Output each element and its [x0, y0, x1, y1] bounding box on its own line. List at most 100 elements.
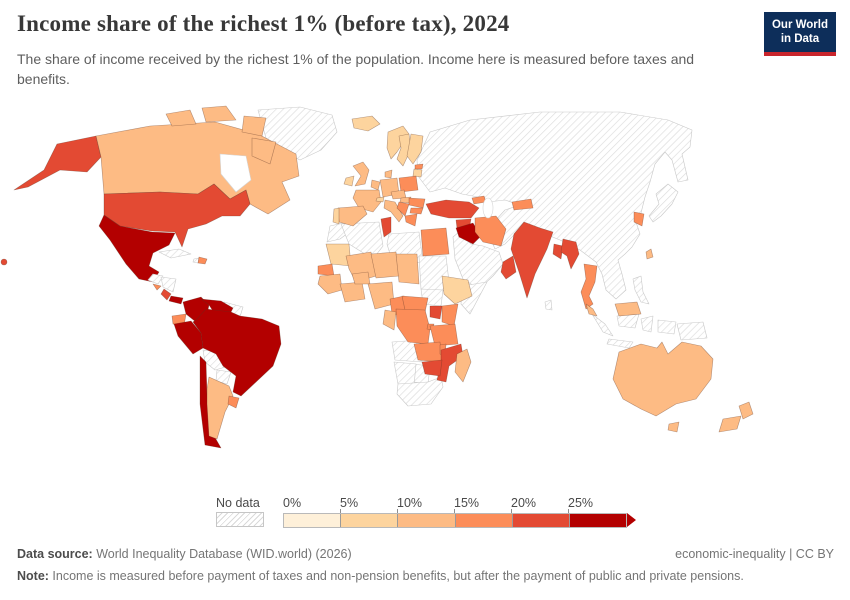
country-iran[interactable] — [474, 215, 507, 247]
country-tanzania[interactable] — [429, 323, 459, 347]
country-senegal[interactable] — [317, 263, 335, 277]
attribution: economic-inequality | CC BY — [675, 547, 834, 561]
legend-tick-label-1: 5% — [340, 496, 359, 510]
country-indonesia-java[interactable] — [606, 338, 634, 349]
legend-segment-20-25[interactable] — [511, 514, 569, 527]
country-indonesia-sumatra[interactable] — [591, 313, 614, 337]
country-new-zealand-south[interactable] — [718, 415, 742, 433]
country-uganda[interactable] — [429, 305, 443, 320]
country-taiwan[interactable] — [645, 248, 654, 260]
legend-tick — [454, 509, 455, 513]
country-romania[interactable] — [408, 197, 426, 209]
legend-segment-25-plus[interactable] — [568, 514, 627, 527]
country-finland[interactable] — [406, 133, 424, 165]
country-argentina[interactable] — [206, 376, 234, 440]
country-brazil[interactable] — [192, 308, 282, 397]
country-usa-hawaii[interactable] — [0, 258, 8, 266]
country-bangladesh[interactable] — [552, 243, 564, 260]
country-australia-tasmania[interactable] — [667, 421, 680, 433]
country-ireland[interactable] — [343, 175, 355, 187]
country-united-kingdom[interactable] — [352, 161, 370, 187]
country-turkey[interactable] — [425, 199, 480, 219]
country-iraq[interactable] — [455, 222, 482, 245]
country-cuba[interactable] — [158, 248, 192, 259]
country-usa[interactable] — [103, 183, 251, 248]
country-indonesia-sulawesi[interactable] — [640, 315, 654, 333]
country-panama[interactable] — [168, 295, 184, 305]
world-map — [0, 105, 754, 449]
country-philippines[interactable] — [632, 275, 650, 305]
country-zimbabwe[interactable] — [421, 359, 443, 377]
country-switzerland[interactable] — [375, 196, 385, 203]
data-source-text: World Inequality Database (WID.world) (2… — [92, 547, 352, 561]
country-cote-divoire-ghana[interactable] — [339, 281, 366, 303]
legend-colorbar: 0% 5% 10% 15% 20% 25% — [283, 496, 648, 532]
chart-subtitle: The share of income received by the rich… — [17, 51, 695, 87]
legend-segment-15-20[interactable] — [454, 514, 512, 527]
country-chile[interactable] — [199, 355, 222, 449]
country-oman[interactable] — [500, 255, 517, 280]
country-japan[interactable] — [648, 183, 679, 223]
country-tunisia[interactable] — [380, 216, 392, 238]
country-niger[interactable] — [370, 251, 400, 279]
country-guinea[interactable] — [317, 273, 343, 295]
country-canada[interactable] — [95, 121, 300, 215]
country-chad[interactable] — [395, 253, 420, 285]
country-dominican-republic[interactable] — [197, 256, 208, 265]
country-bulgaria[interactable] — [409, 207, 424, 215]
country-australia[interactable] — [612, 341, 714, 417]
country-iceland[interactable] — [351, 115, 381, 132]
country-latvia-lithuania[interactable] — [412, 168, 423, 178]
country-congo-gabon[interactable] — [382, 309, 397, 331]
country-malaysia-peninsula[interactable] — [585, 303, 598, 317]
country-thailand[interactable] — [580, 263, 598, 310]
country-mexico[interactable] — [98, 214, 176, 283]
country-alaska[interactable] — [13, 135, 102, 191]
country-sweden[interactable] — [396, 133, 412, 167]
country-portugal[interactable] — [332, 207, 340, 225]
legend-segment-10-15[interactable] — [397, 514, 455, 527]
no-data-swatch[interactable] — [216, 512, 264, 527]
country-norway[interactable] — [386, 125, 410, 160]
country-paraguay[interactable] — [215, 369, 232, 385]
country-namibia[interactable] — [393, 361, 417, 387]
country-ethiopia[interactable] — [441, 275, 473, 305]
country-canada-arctic-2[interactable] — [201, 105, 237, 123]
country-south-korea[interactable] — [633, 211, 645, 227]
country-sri-lanka[interactable] — [544, 299, 553, 311]
country-madagascar[interactable] — [454, 348, 472, 383]
country-poland[interactable] — [398, 175, 419, 193]
legend-tick-label-3: 15% — [454, 496, 480, 510]
country-denmark[interactable] — [384, 169, 393, 179]
country-egypt[interactable] — [420, 227, 450, 257]
legend-segment-5-10[interactable] — [340, 514, 398, 527]
data-source-line: Data source: World Inequality Database (… — [17, 546, 352, 563]
legend-segment-0-5[interactable] — [284, 514, 341, 527]
country-indonesia-papua[interactable] — [657, 319, 677, 335]
country-estonia[interactable] — [414, 163, 424, 170]
country-new-zealand-north[interactable] — [738, 401, 754, 420]
country-zambia[interactable] — [413, 341, 443, 363]
country-myanmar[interactable] — [560, 238, 580, 270]
country-malaysia-borneo[interactable] — [614, 301, 642, 317]
country-india[interactable] — [510, 221, 554, 299]
country-honduras-nicaragua[interactable] — [160, 276, 177, 293]
country-guatemala[interactable] — [147, 273, 164, 285]
country-benelux[interactable] — [370, 179, 381, 191]
country-papua-new-guinea[interactable] — [676, 321, 708, 341]
country-south-africa[interactable] — [396, 376, 444, 407]
country-burkina-faso[interactable] — [351, 271, 371, 285]
country-costa-rica[interactable] — [160, 288, 172, 301]
country-kyrgyzstan[interactable] — [511, 198, 534, 211]
country-greece[interactable] — [404, 213, 418, 227]
country-canada-arctic-3[interactable] — [241, 115, 267, 137]
country-italy[interactable] — [383, 199, 404, 223]
country-uruguay[interactable] — [227, 395, 240, 409]
country-kenya[interactable] — [441, 303, 459, 327]
country-el-salvador[interactable] — [152, 283, 162, 291]
country-nigeria[interactable] — [367, 281, 395, 310]
country-canada-baffin[interactable] — [251, 137, 277, 165]
country-canada-arctic-1[interactable] — [165, 109, 197, 127]
note-text: Income is measured before payment of tax… — [48, 568, 744, 583]
country-dr-congo[interactable] — [395, 308, 431, 345]
